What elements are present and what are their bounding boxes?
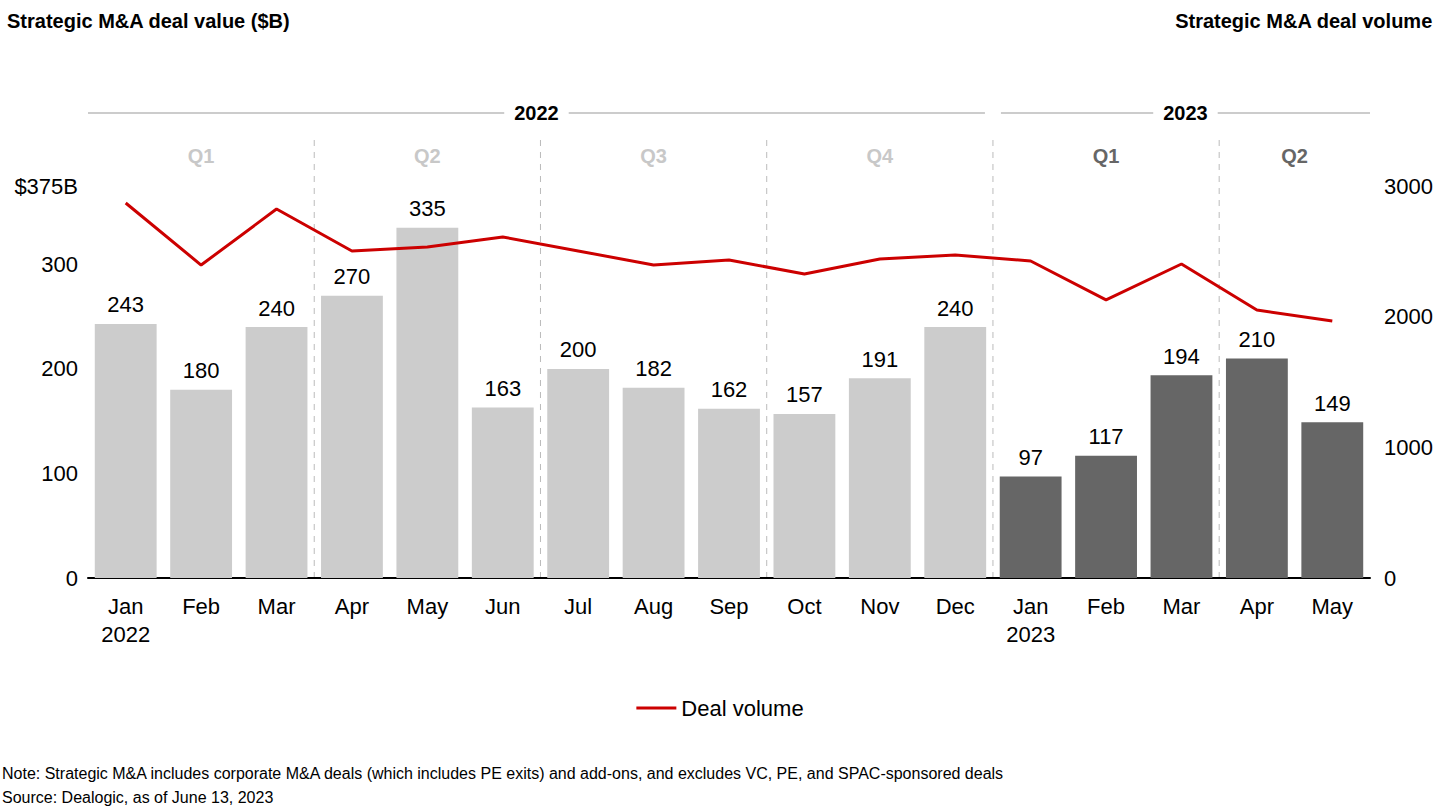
svg-text:240: 240: [937, 296, 974, 321]
svg-text:$375B: $375B: [14, 174, 78, 199]
svg-text:2023: 2023: [1006, 622, 1055, 647]
svg-text:149: 149: [1314, 391, 1351, 416]
svg-text:Apr: Apr: [335, 594, 369, 619]
svg-text:Feb: Feb: [1087, 594, 1125, 619]
svg-text:Q1: Q1: [188, 145, 215, 167]
svg-text:2022: 2022: [101, 622, 150, 647]
svg-text:Q1: Q1: [1093, 145, 1120, 167]
svg-text:Apr: Apr: [1240, 594, 1274, 619]
svg-text:300: 300: [41, 252, 78, 277]
svg-text:3000: 3000: [1384, 174, 1433, 199]
svg-text:Deal volume: Deal volume: [681, 696, 803, 721]
svg-text:Jan: Jan: [108, 594, 143, 619]
svg-text:Mar: Mar: [1163, 594, 1201, 619]
svg-text:Aug: Aug: [634, 594, 673, 619]
svg-text:182: 182: [635, 356, 672, 381]
svg-text:2000: 2000: [1384, 304, 1433, 329]
svg-text:May: May: [407, 594, 449, 619]
svg-text:200: 200: [560, 337, 597, 362]
svg-text:Strategic M&A deal value ($B): Strategic M&A deal value ($B): [7, 10, 290, 32]
svg-text:97: 97: [1018, 445, 1042, 470]
svg-text:210: 210: [1239, 327, 1276, 352]
svg-text:Oct: Oct: [787, 594, 821, 619]
svg-text:Jul: Jul: [564, 594, 592, 619]
svg-text:162: 162: [711, 377, 748, 402]
svg-text:Note: Strategic M&A includes c: Note: Strategic M&A includes corporate M…: [2, 765, 1003, 782]
svg-text:163: 163: [484, 376, 521, 401]
svg-text:Sep: Sep: [709, 594, 748, 619]
svg-text:Strategic M&A deal volume: Strategic M&A deal volume: [1175, 10, 1432, 32]
svg-text:Dec: Dec: [936, 594, 975, 619]
svg-text:0: 0: [1384, 566, 1396, 591]
svg-text:117: 117: [1089, 424, 1124, 449]
svg-text:Jun: Jun: [485, 594, 520, 619]
svg-text:Q2: Q2: [1281, 145, 1308, 167]
svg-text:240: 240: [258, 296, 295, 321]
svg-text:194: 194: [1163, 344, 1200, 369]
svg-text:Q4: Q4: [866, 145, 894, 167]
svg-text:335: 335: [409, 196, 446, 221]
svg-text:2022: 2022: [514, 102, 559, 124]
svg-text:1000: 1000: [1384, 435, 1433, 460]
svg-text:157: 157: [786, 382, 823, 407]
svg-text:Q2: Q2: [414, 145, 441, 167]
svg-text:Jan: Jan: [1013, 594, 1048, 619]
svg-text:Source: Dealogic, as of June 1: Source: Dealogic, as of June 13, 2023: [2, 789, 273, 806]
svg-text:2023: 2023: [1163, 102, 1208, 124]
svg-text:200: 200: [41, 356, 78, 381]
svg-text:Q3: Q3: [640, 145, 667, 167]
svg-text:Mar: Mar: [258, 594, 296, 619]
svg-text:Feb: Feb: [182, 594, 220, 619]
svg-text:270: 270: [334, 264, 371, 289]
svg-text:191: 191: [861, 347, 898, 372]
svg-text:Nov: Nov: [860, 594, 899, 619]
svg-text:May: May: [1312, 594, 1354, 619]
svg-text:0: 0: [66, 566, 78, 591]
svg-text:100: 100: [41, 461, 78, 486]
svg-text:180: 180: [183, 358, 220, 383]
svg-text:243: 243: [107, 292, 144, 317]
